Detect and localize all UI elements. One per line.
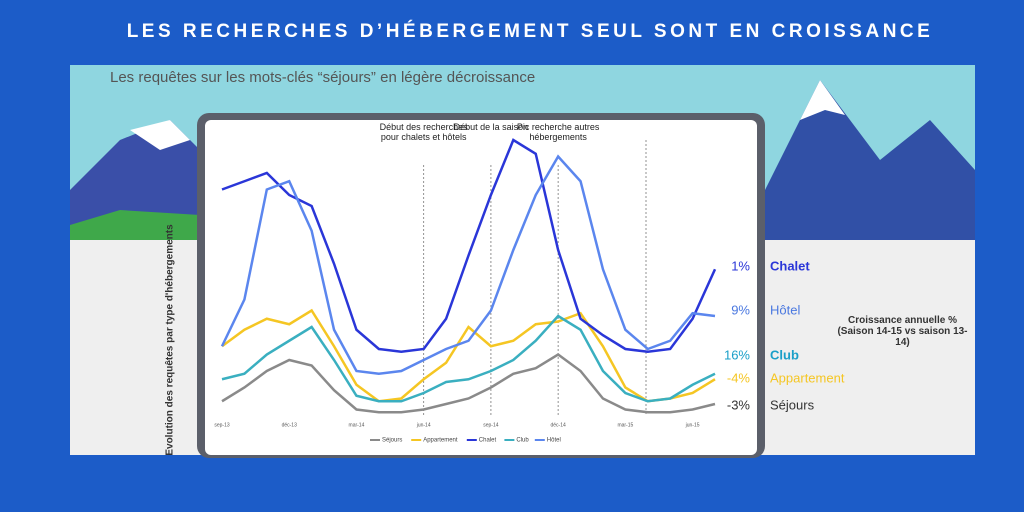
legend-label: Club [516, 438, 529, 444]
annotation-box: Pic recherche autres hébergements [516, 122, 600, 142]
subtitle: Les requêtes sur les mots-clés “séjours”… [110, 69, 535, 86]
line [221, 308, 716, 403]
x-tick-label: déc-13 [282, 422, 298, 428]
growth-label: 9% [731, 302, 750, 317]
legend-label: Appartement [423, 438, 458, 444]
x-tick-label: jun-14 [416, 422, 431, 428]
growth-title: Croissance annuelle % (Saison 14-15 vs s… [837, 315, 968, 348]
series-label: Hôtel [770, 302, 800, 317]
growth-label: -3% [727, 397, 751, 412]
annotation-box: Début des recherches pour chalets et hôt… [379, 122, 468, 142]
line [220, 154, 716, 376]
growth-title-box: Croissance annuelle % (Saison 14-15 vs s… [837, 315, 968, 348]
mountain [70, 120, 200, 240]
page-title: LES RECHERCHES D’HÉBERGEMENT SEUL SONT E… [127, 20, 934, 42]
x-tick-label: jun-15 [685, 422, 700, 428]
annotation: Début de la saison [453, 122, 529, 132]
x-tick-label: mar-15 [617, 422, 633, 428]
x-tick-label: mar-14 [349, 422, 365, 428]
growth-label: -4% [727, 370, 751, 385]
snow [800, 80, 845, 120]
line [221, 352, 716, 414]
y-axis-label: Evolution des requêtes par type d'héberg… [165, 224, 176, 456]
legend-label: Chalet [479, 438, 497, 444]
mountain [760, 80, 975, 240]
series-label: Appartement [770, 370, 845, 385]
x-tick-label: sep-13 [214, 422, 230, 428]
series-label: Club [770, 347, 799, 362]
snow [130, 120, 190, 150]
x-tick-label: sep-14 [483, 422, 499, 428]
line [221, 138, 717, 354]
legend-label: Séjours [382, 438, 402, 444]
hill [70, 210, 200, 240]
annotation: Début des recherches pour chalets et hôt… [379, 122, 468, 142]
legend-label: Hôtel [547, 438, 561, 444]
line [221, 314, 716, 403]
card [205, 120, 757, 455]
growth-label: 16% [724, 347, 750, 362]
x-tick-label: déc-14 [550, 422, 566, 428]
annotation-box: Début de la saison [453, 122, 529, 132]
growth-label: 1% [731, 258, 750, 273]
annotation: Pic recherche autres hébergements [516, 122, 600, 142]
series-label: Chalet [770, 258, 810, 273]
series-label: Séjours [770, 397, 815, 412]
